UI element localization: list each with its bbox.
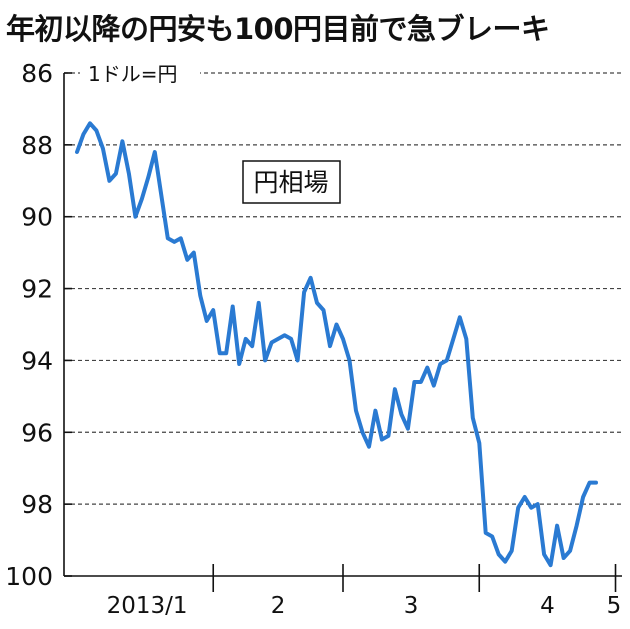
grid-lines (64, 72, 622, 505)
x-tick-label: 4 (540, 593, 555, 619)
y-tick-label: 88 (21, 131, 53, 160)
x-tick-label: 3 (404, 593, 419, 619)
y-tick-label: 94 (21, 346, 53, 375)
axes (63, 73, 622, 577)
y-axis-ticks: 86 88 90 92 94 96 98 100 (5, 59, 72, 591)
y-tick-label: 98 (21, 490, 53, 519)
x-tick-label: 2013/1 (107, 593, 188, 619)
y-tick-label: 86 (21, 59, 53, 88)
series-layer (75, 121, 598, 568)
y-tick-label: 96 (21, 418, 53, 447)
series-label-box: 円相場 (242, 160, 341, 204)
chart-title: 年初以降の円安も100円目前で急ブレーキ (6, 12, 550, 46)
unit-label-group: 1ドル=円 (80, 61, 200, 87)
x-axis-ticks: 2013/1 2 3 4 5 (107, 564, 622, 619)
y-tick-label: 90 (21, 203, 53, 232)
y-tick-label: 92 (21, 275, 53, 304)
series-line-yen-rate (75, 121, 598, 568)
x-tick-label: 5 (607, 593, 622, 619)
unit-label: 1ドル=円 (88, 62, 177, 86)
series-label: 円相場 (253, 168, 328, 197)
x-tick-label: 2 (271, 593, 286, 619)
y-tick-label: 100 (5, 562, 53, 591)
